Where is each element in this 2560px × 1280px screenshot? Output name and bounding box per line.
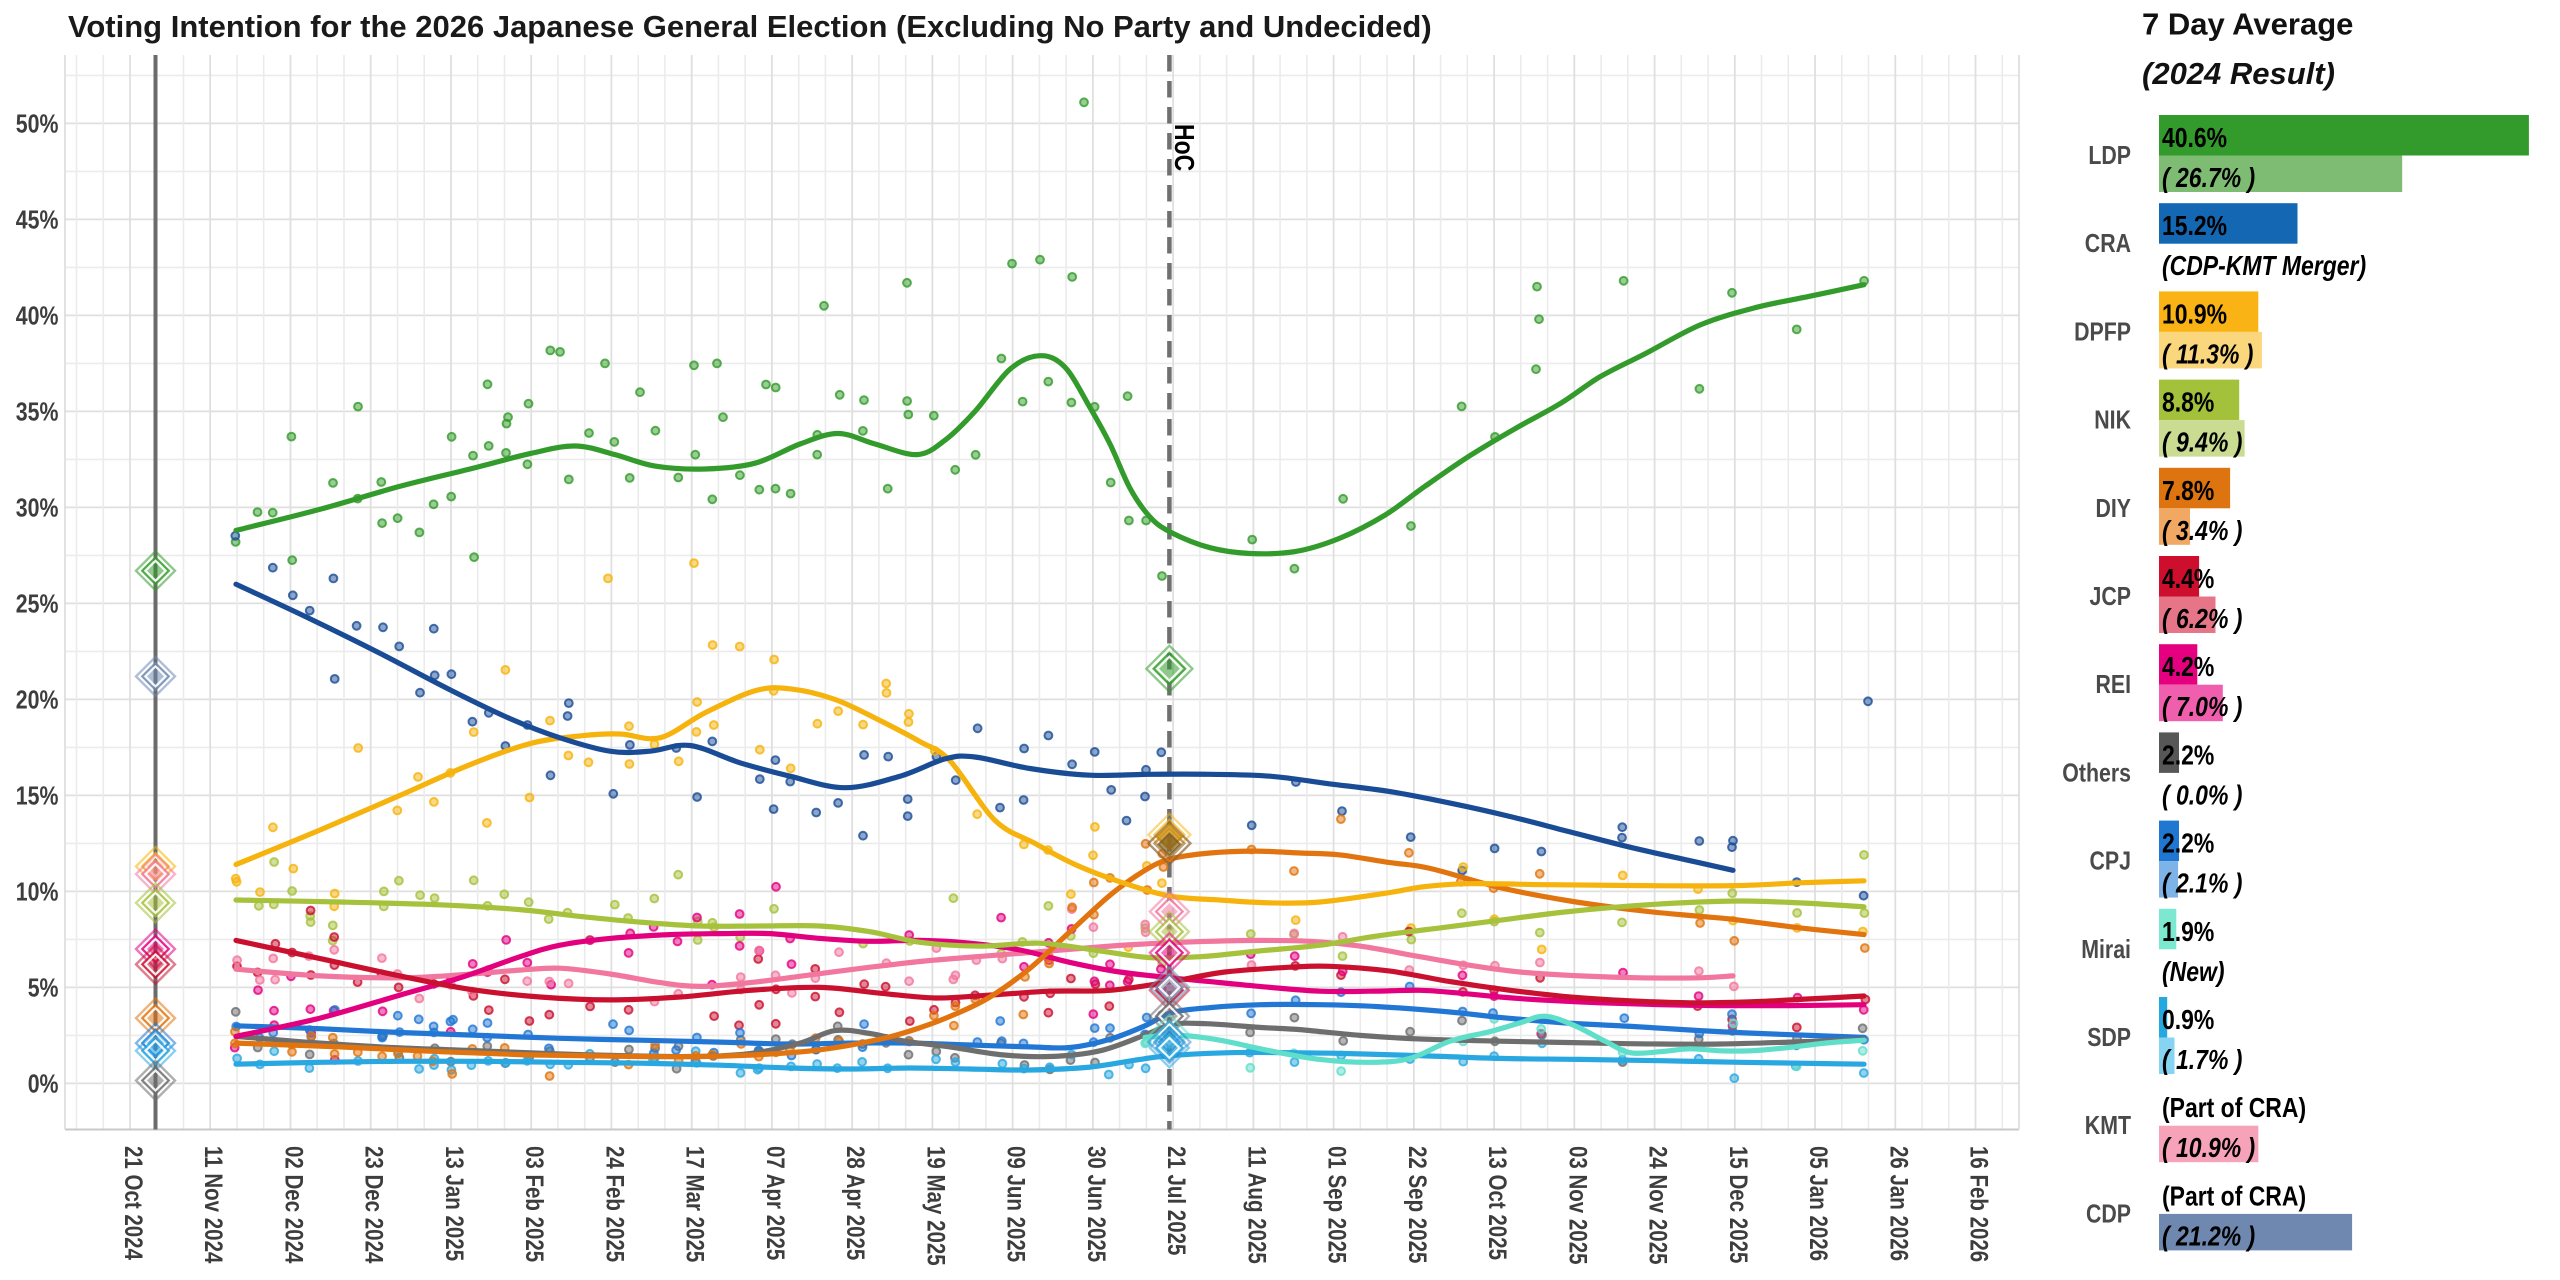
svg-text:0.9%: 0.9% (2162, 1004, 2214, 1035)
svg-text:8.8%: 8.8% (2162, 387, 2214, 418)
svg-text:20%: 20% (16, 684, 59, 714)
svg-text:09 Jun 2025: 09 Jun 2025 (1002, 1146, 1030, 1262)
svg-text:(New): (New) (2162, 956, 2225, 987)
svg-text:22 Sep 2025: 22 Sep 2025 (1403, 1146, 1431, 1263)
svg-text:1.9%: 1.9% (2162, 916, 2214, 947)
svg-text:(CDP-KMT Merger): (CDP-KMT Merger) (2162, 250, 2366, 281)
svg-text:2.2%: 2.2% (2162, 739, 2214, 770)
svg-text:13 Jan 2025: 13 Jan 2025 (440, 1146, 468, 1261)
svg-text:( 26.7% ): ( 26.7% ) (2162, 162, 2255, 193)
svg-text:11 Nov 2024: 11 Nov 2024 (199, 1146, 227, 1263)
svg-text:( 6.2% ): ( 6.2% ) (2162, 603, 2242, 634)
svg-text:07 Apr 2025: 07 Apr 2025 (761, 1146, 789, 1260)
svg-text:35%: 35% (16, 396, 59, 426)
svg-text:DIY: DIY (2096, 493, 2132, 523)
svg-text:03 Nov 2025: 03 Nov 2025 (1563, 1146, 1591, 1265)
svg-text:( 0.0% ): ( 0.0% ) (2162, 779, 2242, 810)
svg-text:25%: 25% (16, 588, 59, 618)
svg-text:CRA: CRA (2085, 228, 2131, 258)
svg-text:( 1.7% ): ( 1.7% ) (2162, 1044, 2242, 1075)
svg-text:LDP: LDP (2088, 140, 2131, 170)
svg-text:10%: 10% (16, 876, 59, 906)
svg-text:4.2%: 4.2% (2162, 651, 2214, 682)
svg-text:15%: 15% (16, 780, 59, 810)
svg-text:REI: REI (2096, 669, 2132, 699)
svg-text:( 9.4% ): ( 9.4% ) (2162, 427, 2242, 458)
svg-text:(Part of CRA): (Part of CRA) (2162, 1180, 2306, 1211)
svg-text:0%: 0% (28, 1068, 59, 1098)
svg-text:05 Jan 2026: 05 Jan 2026 (1804, 1146, 1832, 1261)
svg-text:01 Sep 2025: 01 Sep 2025 (1323, 1146, 1351, 1263)
svg-text:CDP: CDP (2086, 1198, 2131, 1228)
svg-text:30 Jun 2025: 30 Jun 2025 (1082, 1146, 1110, 1262)
svg-text:15.2%: 15.2% (2162, 210, 2227, 241)
svg-text:40.6%: 40.6% (2162, 122, 2227, 153)
svg-text:26 Jan 2026: 26 Jan 2026 (1884, 1146, 1912, 1261)
svg-text:HoC: HoC (1169, 124, 1200, 171)
svg-text:CPJ: CPJ (2090, 846, 2132, 876)
svg-text:Voting Intention for the 2026: Voting Intention for the 2026 Japanese G… (68, 9, 1432, 44)
svg-text:(Part of CRA): (Part of CRA) (2162, 1092, 2306, 1123)
svg-text:Mirai: Mirai (2081, 934, 2131, 964)
svg-text:21 Oct 2024: 21 Oct 2024 (119, 1146, 147, 1260)
svg-text:SDP: SDP (2087, 1022, 2131, 1052)
svg-text:( 7.0% ): ( 7.0% ) (2162, 691, 2242, 722)
svg-text:17 Mar 2025: 17 Mar 2025 (681, 1146, 709, 1262)
svg-text:28 Apr 2025: 28 Apr 2025 (841, 1146, 869, 1260)
svg-text:(2024 Result): (2024 Result) (2142, 56, 2335, 91)
svg-text:( 3.4% ): ( 3.4% ) (2162, 515, 2242, 546)
svg-text:24 Feb 2025: 24 Feb 2025 (600, 1146, 628, 1262)
svg-text:7 Day Average: 7 Day Average (2142, 7, 2353, 42)
svg-text:02 Dec 2024: 02 Dec 2024 (280, 1146, 308, 1263)
svg-text:50%: 50% (16, 108, 59, 138)
svg-text:KMT: KMT (2085, 1110, 2131, 1140)
svg-text:JCP: JCP (2090, 581, 2132, 611)
svg-text:21 Jul 2025: 21 Jul 2025 (1162, 1146, 1190, 1255)
svg-text:( 10.9% ): ( 10.9% ) (2162, 1132, 2255, 1163)
svg-text:24 Nov 2025: 24 Nov 2025 (1644, 1146, 1672, 1265)
svg-text:Others: Others (2062, 757, 2131, 787)
svg-text:40%: 40% (16, 300, 59, 330)
svg-text:30%: 30% (16, 492, 59, 522)
svg-text:11 Aug 2025: 11 Aug 2025 (1242, 1146, 1270, 1264)
svg-text:10.9%: 10.9% (2162, 298, 2227, 329)
svg-text:( 11.3% ): ( 11.3% ) (2162, 338, 2253, 369)
svg-text:( 21.2% ): ( 21.2% ) (2162, 1220, 2255, 1251)
svg-text:13 Oct 2025: 13 Oct 2025 (1483, 1146, 1511, 1260)
svg-text:16 Feb 2026: 16 Feb 2026 (1965, 1146, 1993, 1262)
svg-text:03 Feb 2025: 03 Feb 2025 (520, 1146, 548, 1262)
svg-text:DPFP: DPFP (2074, 316, 2131, 346)
svg-text:19 May 2025: 19 May 2025 (921, 1146, 949, 1266)
svg-text:23 Dec 2024: 23 Dec 2024 (360, 1146, 388, 1263)
svg-text:15 Dec 2025: 15 Dec 2025 (1724, 1146, 1752, 1263)
svg-text:45%: 45% (16, 204, 59, 234)
svg-text:NIK: NIK (2094, 405, 2131, 435)
svg-text:2.2%: 2.2% (2162, 828, 2214, 859)
svg-text:4.4%: 4.4% (2162, 563, 2214, 594)
svg-text:( 2.1% ): ( 2.1% ) (2162, 868, 2242, 899)
svg-text:5%: 5% (28, 972, 59, 1002)
svg-text:7.8%: 7.8% (2162, 475, 2214, 506)
